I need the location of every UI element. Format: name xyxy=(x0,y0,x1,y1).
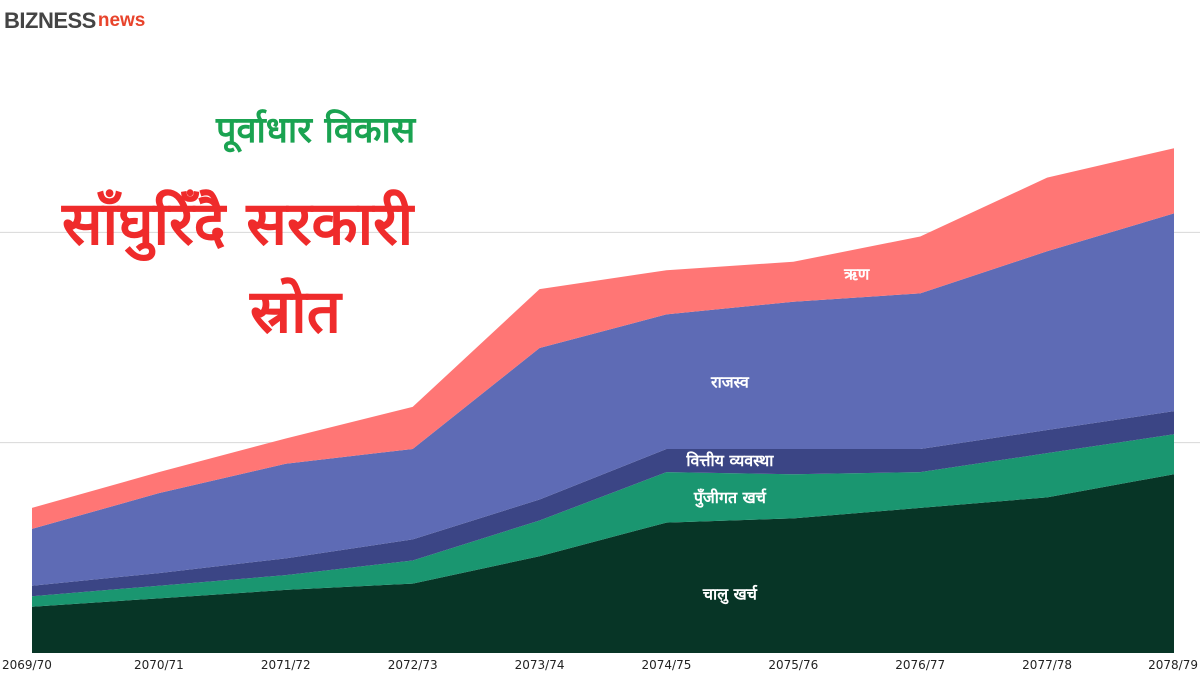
x-tick-label: 2076/77 xyxy=(895,658,945,672)
x-axis-ticks: 2069/70 2070/71 2071/72 2072/73 2073/74 2074/… xyxy=(2,658,1198,672)
area-series-3 xyxy=(32,411,1174,597)
x-tick-label: 2072/73 xyxy=(388,658,438,672)
logo-main-text: BIZNESS xyxy=(4,8,96,33)
x-tick-label: 2073/74 xyxy=(515,658,565,672)
series-label-3: वित्तीय व्यवस्था xyxy=(685,451,774,470)
x-tick-label: 2078/79 xyxy=(1148,658,1198,672)
area-series-1 xyxy=(32,474,1174,653)
x-tick-label: 2077/78 xyxy=(1022,658,1072,672)
area-series-4 xyxy=(32,213,1174,586)
series-label-2: पुँजीगत खर्च xyxy=(693,488,767,508)
area-series xyxy=(32,148,1174,653)
x-tick-label: 2075/76 xyxy=(768,658,818,672)
x-tick-label: 2071/72 xyxy=(261,658,311,672)
headline-title-line2: स्रोत xyxy=(250,277,341,347)
series-label-5: ऋण xyxy=(843,264,871,283)
area-series-2 xyxy=(32,434,1174,607)
series-label-1: चालु खर्च xyxy=(702,584,758,604)
headline-kicker: पूर्वाधार विकास xyxy=(216,110,416,151)
x-tick-label: 2069/70 xyxy=(2,658,52,672)
x-tick-label: 2074/75 xyxy=(642,658,692,672)
area-series-5 xyxy=(32,148,1174,529)
x-tick-label: 2070/71 xyxy=(134,658,184,672)
series-label-4: राजस्व xyxy=(710,372,750,391)
series-labels: चालु खर्च पुँजीगत खर्च वित्तीय व्यवस्था राज… xyxy=(685,264,870,604)
brand-logo: BIZNESS news xyxy=(4,6,145,36)
logo-sub-text: news xyxy=(97,10,146,31)
headline-title-line1: साँघुरिँदै सरकारी xyxy=(62,189,414,259)
